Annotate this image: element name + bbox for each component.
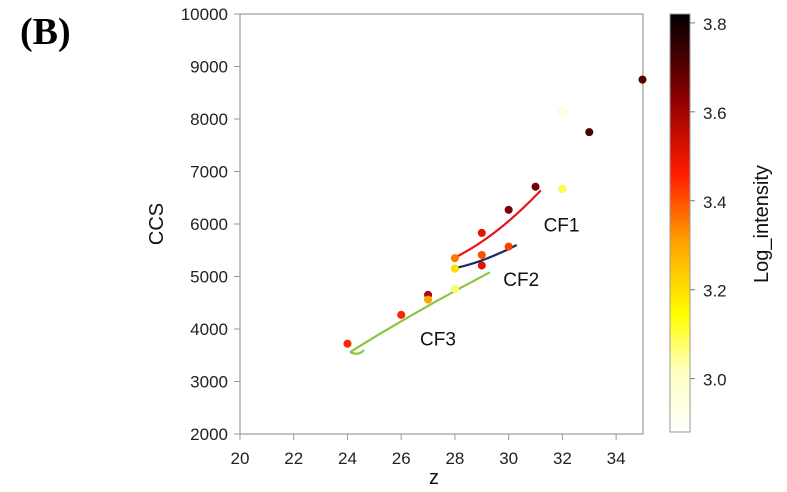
y-tick-label: 4000 bbox=[190, 320, 228, 339]
data-point bbox=[558, 184, 567, 194]
x-tick-label: 24 bbox=[338, 449, 357, 468]
data-point bbox=[477, 250, 487, 260]
y-tick-label: 7000 bbox=[190, 163, 228, 182]
y-axis-label: CCS bbox=[146, 203, 168, 245]
x-tick-label: 32 bbox=[553, 449, 572, 468]
y-tick-label: 8000 bbox=[190, 110, 228, 129]
label-cf1: CF1 bbox=[544, 215, 580, 236]
x-tick-label: 26 bbox=[392, 449, 411, 468]
data-point bbox=[531, 182, 540, 191]
data-point bbox=[477, 228, 487, 238]
annotation-curves: CF1 CF2 CF3 bbox=[349, 189, 580, 355]
data-point bbox=[504, 242, 513, 251]
colorbar-label: Log_intensity bbox=[751, 165, 773, 283]
data-point bbox=[450, 253, 460, 263]
data-point bbox=[396, 310, 406, 320]
x-tick-label: 20 bbox=[231, 449, 250, 468]
data-point bbox=[638, 75, 647, 84]
data-point bbox=[504, 205, 513, 215]
x-axis-label: z bbox=[429, 467, 439, 489]
colorbar-tick-label: 3.6 bbox=[703, 104, 727, 123]
data-point bbox=[343, 339, 352, 348]
colorbar-ticks: 3.0 3.2 3.4 3.6 3.8 bbox=[690, 15, 727, 390]
colorbar-tick-label: 3.2 bbox=[703, 282, 727, 301]
y-tick-label: 2000 bbox=[190, 425, 228, 444]
data-point bbox=[450, 284, 460, 294]
label-cf2: CF2 bbox=[503, 270, 539, 291]
data-point bbox=[450, 264, 460, 273]
x-tick-label: 34 bbox=[607, 449, 626, 468]
x-axis-ticks: 20 22 24 26 28 30 32 34 bbox=[231, 434, 626, 468]
colorbar-tick-label: 3.8 bbox=[703, 15, 727, 34]
y-tick-label: 3000 bbox=[190, 373, 228, 392]
y-tick-label: 6000 bbox=[190, 215, 228, 234]
curve-cf3 bbox=[349, 271, 491, 354]
x-tick-label: 30 bbox=[499, 449, 518, 468]
y-tick-label: 9000 bbox=[190, 58, 228, 77]
data-point bbox=[558, 107, 567, 116]
label-cf3: CF3 bbox=[420, 329, 456, 350]
plot-frame bbox=[239, 13, 644, 435]
data-point bbox=[477, 261, 487, 270]
y-tick-label: 10000 bbox=[181, 5, 228, 24]
data-point bbox=[585, 127, 594, 137]
curve-cf3-hook bbox=[349, 349, 365, 355]
curve-cf1 bbox=[454, 189, 542, 259]
panel-label: (B) bbox=[20, 11, 71, 53]
x-tick-label: 22 bbox=[284, 449, 303, 468]
colorbar-tick-label: 3.4 bbox=[703, 193, 727, 212]
y-axis-ticks: 2000 3000 4000 5000 6000 7000 8000 9000 10000 bbox=[181, 5, 240, 444]
colorbar bbox=[669, 13, 691, 433]
data-point bbox=[423, 295, 433, 304]
colorbar-tick-label: 3.0 bbox=[703, 371, 727, 390]
y-tick-label: 5000 bbox=[190, 268, 228, 287]
data-points bbox=[343, 75, 647, 348]
x-tick-label: 28 bbox=[445, 449, 464, 468]
